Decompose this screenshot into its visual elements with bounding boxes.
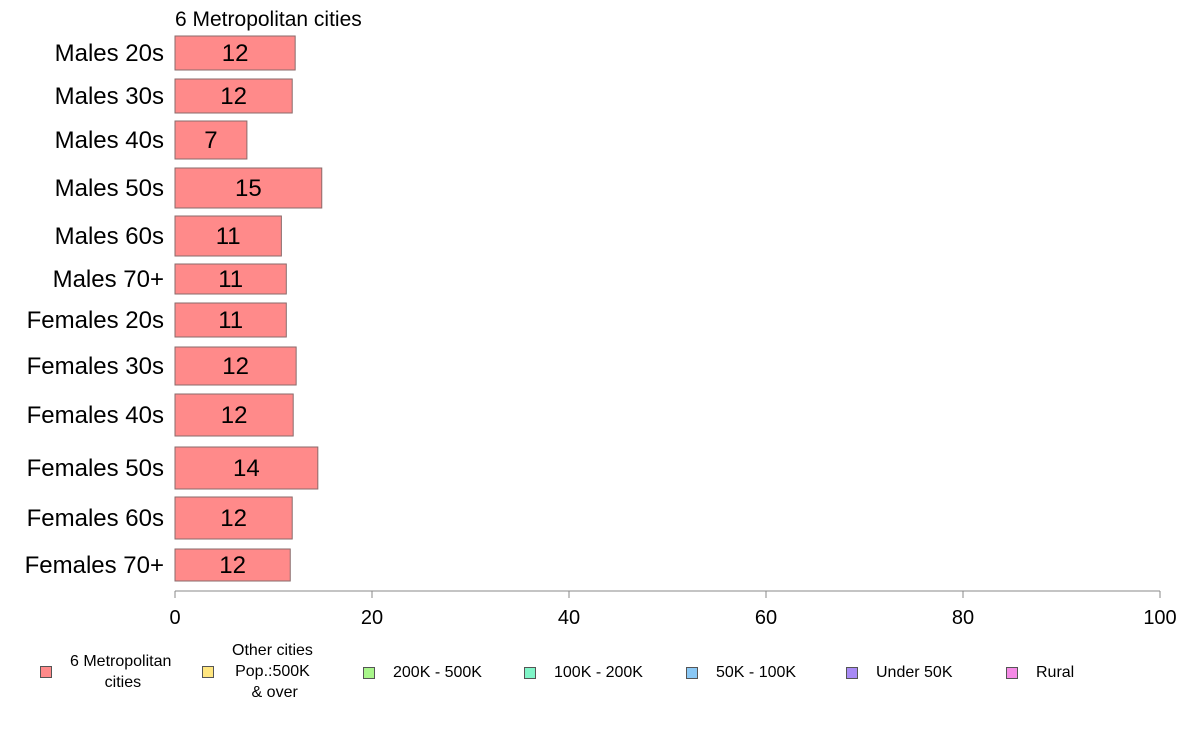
bar-value-label: 11: [218, 266, 243, 293]
x-axis: 0 20 40 60 80 100: [169, 590, 1177, 629]
category-label: Males 30s: [55, 83, 164, 110]
bar: [174, 167, 323, 209]
category-label: Males 40s: [55, 127, 164, 154]
legend-label: Under 50K: [876, 664, 953, 681]
bar-value-label: 12: [222, 353, 249, 380]
bar: [174, 496, 293, 540]
category-label: Males 50s: [55, 175, 164, 202]
bar-value-label: 12: [219, 552, 246, 579]
bar-chart: 6 Metropolitan cities 12 Males 20s 12 Males…: [25, 8, 1177, 629]
category-label: Females 50s: [27, 455, 164, 482]
legend-item: 200K - 500K: [363, 662, 482, 683]
bar-value-label: 12: [220, 505, 247, 532]
legend-label: 200K - 500K: [393, 664, 482, 681]
legend-swatch: [202, 665, 214, 678]
category-label: Males 20s: [55, 40, 164, 67]
legend-item: 100K - 200K: [524, 662, 643, 683]
bar-value-label: 11: [218, 307, 243, 334]
legend-swatch: [686, 666, 698, 679]
bar-value-label: 15: [235, 175, 262, 202]
category-label: Females 20s: [27, 307, 164, 334]
legend-label: Rural: [1036, 664, 1075, 681]
x-tick-label: 0: [169, 607, 180, 629]
x-tick-label: 80: [952, 607, 974, 629]
legend: 6 Metropolitan cities Other cities Pop.:5…: [0, 640, 1188, 710]
bar-value-label: 14: [233, 455, 260, 482]
bar: [174, 393, 294, 437]
category-label: Females 70+: [25, 552, 164, 579]
bar-value-label: 12: [221, 402, 248, 429]
legend-item: Rural: [1006, 662, 1074, 683]
legend-item: Other cities Pop.:500K & over: [202, 640, 313, 703]
bar-value-label: 12: [220, 83, 247, 110]
legend-label: 100K - 200K: [554, 664, 643, 681]
bar: [174, 548, 291, 582]
bars-group: 12 Males 20s 12 Males 30s 7 Males 40s 15 Males …: [25, 35, 323, 582]
bar-value-label: 11: [216, 223, 241, 250]
category-label: Females 40s: [27, 402, 164, 429]
legend-swatch: [524, 666, 536, 679]
bar: [174, 302, 287, 338]
legend-label: 6 Metropolitan cities: [70, 653, 172, 691]
legend-swatch: [846, 666, 858, 679]
x-tick-label: 60: [755, 607, 777, 629]
x-tick-label: 40: [558, 607, 580, 629]
legend-swatch: [40, 666, 52, 678]
x-tick-label: 20: [361, 607, 383, 629]
bar: [174, 263, 287, 295]
category-label: Females 30s: [27, 353, 164, 380]
legend-item: Under 50K: [846, 662, 953, 683]
bar: [174, 35, 296, 71]
bar: [174, 78, 293, 114]
legend-swatch: [363, 666, 375, 679]
legend-item: 50K - 100K: [686, 662, 796, 683]
bar: [174, 120, 248, 160]
legend-label: 50K - 100K: [716, 664, 797, 681]
chart-title: 6 Metropolitan cities: [175, 8, 362, 31]
bar-value-label: 7: [204, 127, 217, 154]
category-label: Males 60s: [55, 223, 164, 250]
bar-value-label: 12: [222, 40, 249, 67]
bar: [174, 215, 282, 257]
bar: [174, 346, 297, 386]
category-label: Males 70+: [53, 266, 164, 293]
bar: [174, 446, 319, 490]
x-tick-label: 100: [1143, 607, 1176, 629]
legend-swatch: [1006, 666, 1018, 679]
legend-label: Other cities Pop.:500K & over: [232, 642, 313, 701]
legend-item: 6 Metropolitan cities: [40, 651, 171, 693]
category-label: Females 60s: [27, 505, 164, 532]
